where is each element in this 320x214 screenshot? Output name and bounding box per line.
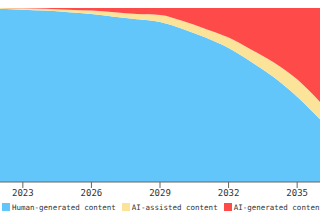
svg-text:2029: 2029 <box>149 188 171 198</box>
html-text:Human-generated content: Human-generated content <box>12 202 116 212</box>
svg-text:2023: 2023 <box>12 188 34 198</box>
svg-text:2035: 2035 <box>286 188 308 198</box>
svg-text:2026: 2026 <box>81 188 103 198</box>
html-text:AI-assisted content: AI-assisted content <box>131 202 218 212</box>
svg-text:2032: 2032 <box>218 188 240 198</box>
